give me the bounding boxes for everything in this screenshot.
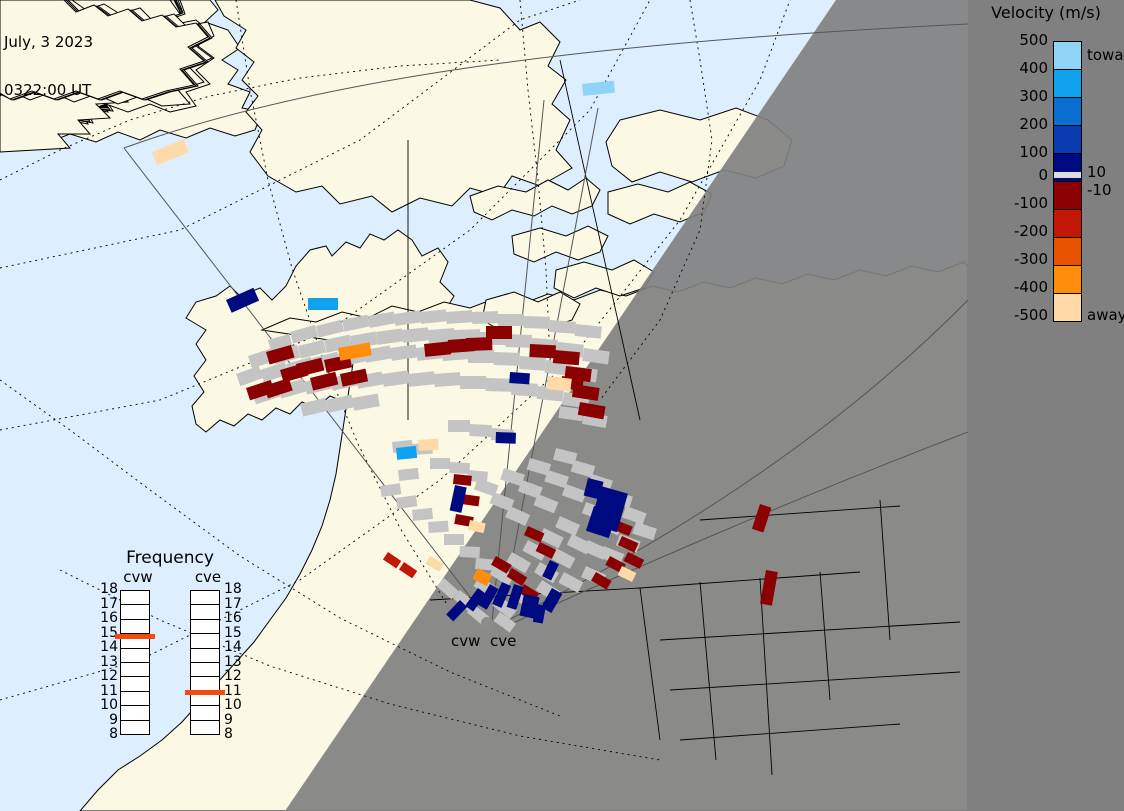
political-borders (407, 59, 961, 776)
colorbar-tick-n200: -200 (1013, 222, 1048, 240)
site-label-cvw: cvw (451, 632, 481, 650)
colorbar-tick-200: 200 (1019, 115, 1048, 133)
away-weak-orange-cells (338, 342, 493, 587)
site-label-cve: cve (490, 632, 517, 650)
frequency-panel: Frequency cvw 18 17 16 15 14 13 12 11 10… (88, 548, 248, 788)
arctic-island-2 (511, 225, 609, 263)
colorbar-tick-n400: -400 (1013, 278, 1048, 296)
magnetic-grid (0, 0, 791, 761)
fov-arc-east (499, 299, 968, 625)
frequency-column-label-cve: cve (194, 568, 222, 586)
colorbar-tick-500: 500 (1019, 31, 1048, 49)
colorbar-band-500-400 (1054, 42, 1081, 70)
colorbar-tick-300: 300 (1019, 87, 1048, 105)
frequency-marker-cvw (115, 633, 155, 639)
toward-verylight-cells (582, 80, 616, 96)
away-weak-cells (152, 139, 637, 583)
velocity-legend: Velocity (m/s) 500 400 300 200 100 0 -10… (968, 0, 1124, 811)
frequency-bar-cve (190, 590, 220, 735)
timestamp-date: July, 3 2023 (4, 33, 93, 51)
legend-away-label: away (1087, 306, 1124, 324)
colorbar-band-neg200-neg300 (1054, 238, 1081, 266)
timestamp-time: 0322:00 UT (4, 81, 92, 99)
velocity-colorbar[interactable] (1053, 41, 1082, 322)
colorbar-zero-band (1053, 172, 1082, 178)
frequency-column-label-cvw: cvw (123, 568, 153, 586)
colorbar-tick-0: 0 (1038, 166, 1048, 184)
frequency-ticks-cvw: 18 17 16 15 14 13 12 11 10 9 8 (100, 581, 118, 742)
radar-site-marker (481, 617, 493, 629)
colorbar-band-300-200 (1054, 98, 1081, 126)
frequency-bar-cvw (120, 590, 150, 735)
legend-toward-label: toward (1087, 46, 1124, 64)
frequency-marker-cve (185, 690, 225, 696)
colorbar-band-neg400-neg500 (1054, 294, 1081, 321)
toward-strong-cells (225, 287, 628, 624)
colorbar-band-400-300 (1054, 70, 1081, 98)
legend-zero-lower-label: -10 (1087, 181, 1112, 199)
frequency-ticks-cve: 18 17 16 15 14 13 12 11 10 9 8 (224, 581, 242, 742)
colorbar-band-0-neg100 (1054, 182, 1081, 210)
radar-scatter-cells (152, 80, 778, 633)
colorbar-tick-n500: -500 (1013, 306, 1048, 324)
toward-weak-cells (308, 298, 418, 460)
timestamp: July, 3 2023 0322:00 UT (4, 2, 93, 130)
radar-station-dot (481, 617, 493, 629)
legend-title: Velocity (m/s) (991, 3, 1101, 22)
legend-zero-upper-label: 10 (1087, 163, 1107, 181)
fov-arc-north (123, 23, 968, 149)
map-canvas[interactable]: cvw cve July, 3 2023 0322:00 UT Frequenc… (0, 0, 968, 811)
away-moderate-cells (382, 551, 418, 579)
colorbar-tick-n300: -300 (1013, 250, 1048, 268)
colorbar-tick-n100: -100 (1013, 194, 1048, 212)
frequency-title: Frequency (126, 548, 214, 568)
colorbar-band-neg100-neg200 (1054, 210, 1081, 238)
colorbar-tick-400: 400 (1019, 59, 1048, 77)
siberia-polygon (0, 0, 209, 100)
fov-arc-east2 (501, 431, 968, 629)
colorbar-tick-100: 100 (1019, 143, 1048, 161)
colorbar-band-neg300-neg400 (1054, 266, 1081, 294)
colorbar-band-200-100 (1054, 126, 1081, 154)
final-map (0, 0, 968, 811)
